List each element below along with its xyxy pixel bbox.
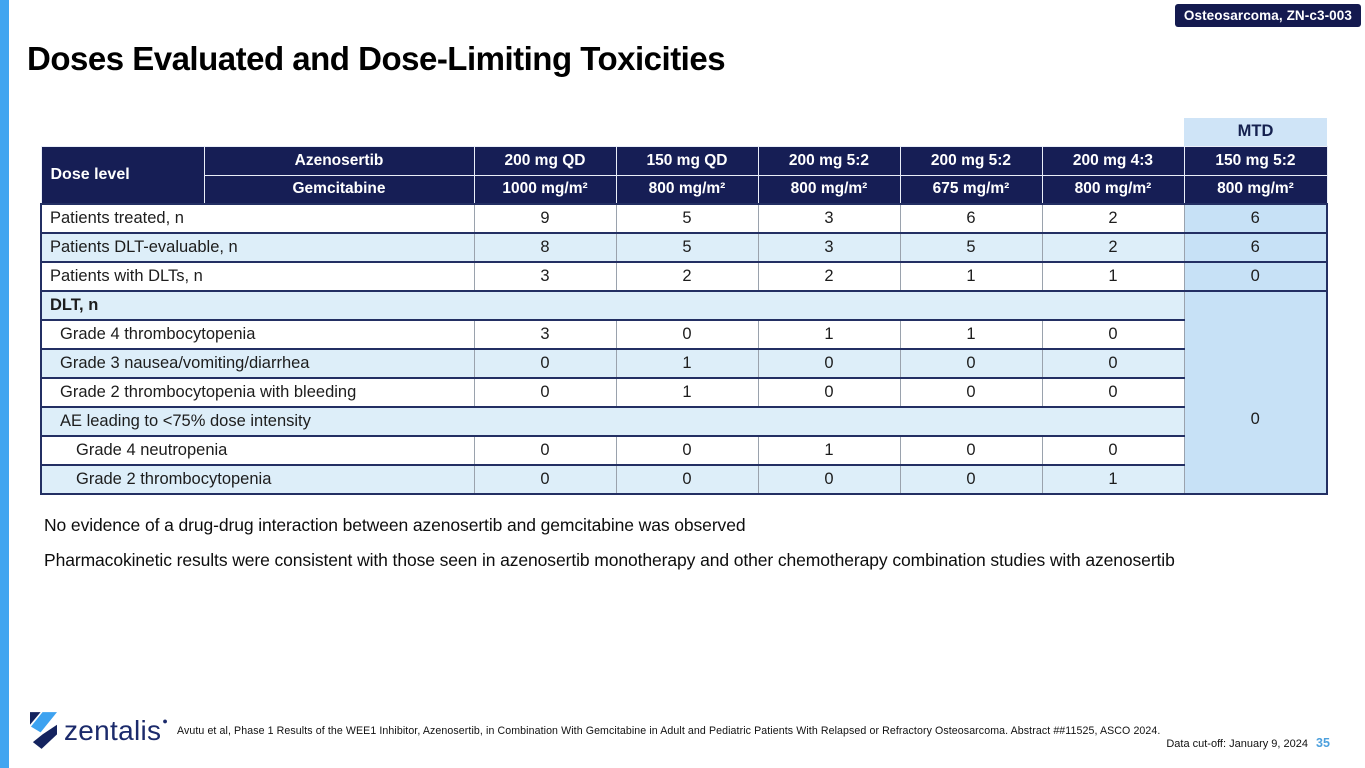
gemcitabine-dose-3: 800 mg/m² [757, 174, 901, 205]
azenosertib-dose-mtd: 150 mg 5:2 [1183, 145, 1328, 176]
row-label: Grade 4 neutropenia [40, 435, 474, 466]
cell-value: 0 [899, 348, 1042, 379]
cell-value: 0 [473, 377, 616, 408]
cell-value: 0 [899, 464, 1042, 495]
azenosertib-dose-2: 150 mg QD [615, 145, 759, 176]
cell-value: 2 [757, 261, 900, 292]
zentalis-wordmark: zentalis [64, 714, 162, 746]
gemcitabine-header: Gemcitabine [203, 174, 475, 205]
table-section-row: AE leading to <75% dose intensity [40, 406, 1327, 437]
cell-value: 0 [615, 435, 758, 466]
cell-value: 0 [757, 348, 900, 379]
cell-value: 0 [1041, 377, 1184, 408]
finding-line-1: No evidence of a drug-drug interaction b… [44, 515, 746, 535]
azenosertib-dose-4: 200 mg 5:2 [899, 145, 1043, 176]
table-row: Grade 4 thrombocytopenia 3 0 1 1 0 [40, 319, 1327, 350]
cell-value: 6 [899, 203, 1042, 234]
cell-value: 0 [1041, 435, 1184, 466]
cell-value: 0 [757, 377, 900, 408]
cell-value: 0 [473, 464, 616, 495]
page-number: 35 [1316, 736, 1330, 750]
page-title: Doses Evaluated and Dose-Limiting Toxici… [27, 40, 726, 77]
table-section-row: DLT, n 0 [40, 290, 1328, 495]
row-label: Grade 2 thrombocytopenia [40, 464, 474, 495]
finding-line-2: Pharmacokinetic results were consistent … [44, 550, 1175, 571]
cell-value: 1 [615, 377, 758, 408]
table-row: Grade 3 nausea/vomiting/diarrhea 0 1 0 0… [40, 348, 1327, 379]
cell-value: 1 [899, 319, 1042, 350]
row-label: Grade 4 thrombocytopenia [40, 319, 474, 350]
mtd-cell-value: 0 [1183, 261, 1328, 292]
cell-value: 0 [757, 464, 900, 495]
study-badge: Osteosarcoma, ZN-c3-003 [1174, 4, 1361, 27]
cell-value: 1 [615, 348, 758, 379]
gemcitabine-dose-2: 800 mg/m² [615, 174, 759, 205]
cell-value: 0 [615, 319, 758, 350]
section-label: DLT, n [40, 290, 1185, 321]
cell-value: 1 [1041, 261, 1184, 292]
cell-value: 5 [899, 232, 1042, 263]
citation-text: Avutu et al, Phase 1 Results of the WEE1… [177, 725, 1161, 737]
spacer-cell [41, 118, 1184, 146]
cell-value: 1 [1041, 464, 1184, 495]
mtd-cell-value: 6 [1183, 203, 1328, 234]
cell-value: 5 [615, 232, 758, 263]
cell-value: 3 [757, 203, 900, 234]
header-row-gemcitabine: Gemcitabine 1000 mg/m² 800 mg/m² 800 mg/… [41, 174, 1328, 205]
cell-value: 0 [615, 464, 758, 495]
table-row: Patients DLT-evaluable, n 8 5 3 5 2 6 [40, 232, 1328, 263]
mtd-dlt-merged-value: 0 [1183, 290, 1328, 495]
cell-value: 5 [615, 203, 758, 234]
header-row-azenosertib: Dose level Azenosertib 200 mg QD 150 mg … [40, 145, 1328, 205]
cell-value: 2 [1041, 203, 1184, 234]
accent-left-bar [0, 0, 9, 768]
row-label: Patients with DLTs, n [40, 261, 474, 292]
cell-value: 0 [473, 348, 616, 379]
cell-value: 0 [899, 377, 1042, 408]
zentalis-logo: zentalis ● [30, 712, 168, 749]
section-label: AE leading to <75% dose intensity [40, 406, 1185, 437]
gemcitabine-dose-5: 800 mg/m² [1041, 174, 1185, 205]
gemcitabine-dose-mtd: 800 mg/m² [1183, 174, 1328, 205]
data-cutoff-text: Data cut-off: January 9, 2024 [1166, 738, 1308, 750]
mtd-label-row: MTD [41, 118, 1327, 146]
table-row: Grade 4 neutropenia 0 0 1 0 0 [40, 435, 1327, 466]
cell-value: 2 [615, 261, 758, 292]
dose-toxicity-table: MTD Dose level Azenosertib 200 mg QD 150… [40, 118, 1328, 495]
cell-value: 0 [473, 435, 616, 466]
row-label: Grade 2 thrombocytopenia with bleeding [40, 377, 474, 408]
table-row: Patients treated, n 9 5 3 6 2 6 [40, 203, 1328, 234]
azenosertib-dose-1: 200 mg QD [473, 145, 617, 176]
zentalis-logo-icon [30, 712, 57, 749]
row-label: Patients treated, n [40, 203, 474, 234]
cell-value: 1 [757, 435, 900, 466]
cell-value: 1 [899, 261, 1042, 292]
cell-value: 0 [899, 435, 1042, 466]
table-row: Grade 2 thrombocytopenia 0 0 0 0 1 [40, 464, 1327, 495]
gemcitabine-dose-1: 1000 mg/m² [473, 174, 617, 205]
cell-value: 2 [1041, 232, 1184, 263]
cell-value: 3 [757, 232, 900, 263]
azenosertib-header: Azenosertib [203, 145, 475, 176]
key-findings: No evidence of a drug-drug interaction b… [44, 514, 1289, 584]
cell-value: 0 [1041, 319, 1184, 350]
registered-mark: ● [162, 715, 168, 726]
cell-value: 0 [1041, 348, 1184, 379]
cell-value: 3 [473, 261, 616, 292]
gemcitabine-dose-4: 675 mg/m² [899, 174, 1043, 205]
cell-value: 8 [473, 232, 616, 263]
azenosertib-dose-3: 200 mg 5:2 [757, 145, 901, 176]
cell-value: 9 [473, 203, 616, 234]
dose-level-header: Dose level [40, 145, 205, 205]
mtd-column-header: MTD [1184, 118, 1327, 146]
table-row: Grade 2 thrombocytopenia with bleeding 0… [40, 377, 1327, 408]
cell-value: 3 [473, 319, 616, 350]
mtd-cell-value: 6 [1183, 232, 1328, 263]
cell-value: 1 [757, 319, 900, 350]
table-row: Patients with DLTs, n 3 2 2 1 1 0 [40, 261, 1328, 292]
row-label: Patients DLT-evaluable, n [40, 232, 474, 263]
azenosertib-dose-5: 200 mg 4:3 [1041, 145, 1185, 176]
row-label: Grade 3 nausea/vomiting/diarrhea [40, 348, 474, 379]
